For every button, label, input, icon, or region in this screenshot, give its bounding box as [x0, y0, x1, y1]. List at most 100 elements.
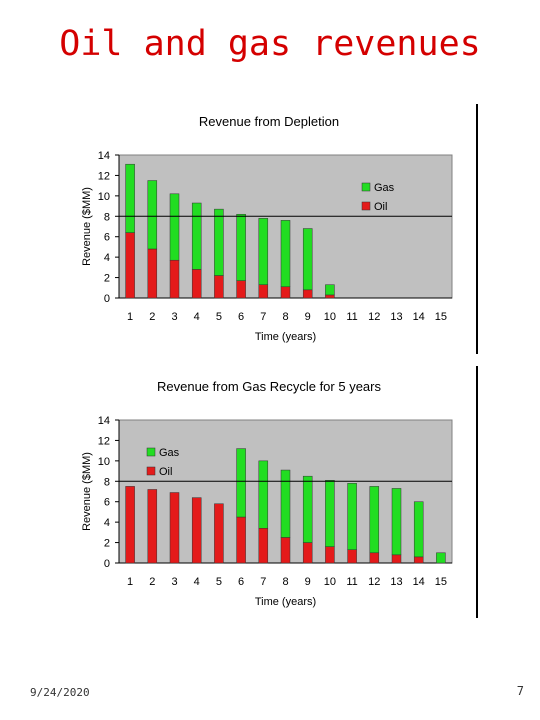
x-tick-label: 13: [390, 576, 402, 588]
x-tick-label: 8: [282, 576, 288, 588]
y-tick-label: 0: [104, 293, 110, 305]
bar-oil-year-5: [214, 503, 224, 564]
y-axis-label: Revenue ($MM): [81, 452, 93, 531]
bar-gas-year-10: [325, 480, 335, 547]
x-tick-label: 4: [194, 311, 200, 323]
bar-gas-year-6: [236, 448, 246, 518]
x-tick-label: 7: [260, 576, 266, 588]
bar-oil-year-1: [125, 486, 135, 564]
x-tick-label: 3: [171, 576, 177, 588]
bar-gas-year-14: [413, 501, 424, 558]
bar-gas-year-8: [280, 469, 291, 538]
x-tick-label: 7: [260, 311, 266, 323]
y-tick-label: 12: [98, 435, 110, 447]
bar-oil-year-9: [302, 289, 313, 299]
bar-gas-year-4: [191, 202, 202, 270]
bar-oil-year-11: [347, 549, 357, 564]
x-tick-label: 14: [413, 311, 425, 323]
bar-gas-year-10: [325, 284, 335, 296]
x-tick-label: 5: [216, 576, 222, 588]
legend-label-oil: Oil: [374, 201, 387, 213]
bar-oil-year-10: [325, 546, 335, 564]
bar-oil-year-6: [236, 516, 246, 564]
x-tick-label: 2: [149, 311, 155, 323]
bar-oil-year-5: [214, 275, 224, 299]
y-tick-label: 8: [104, 211, 110, 223]
bar-gas-year-9: [302, 228, 313, 291]
bar-oil-year-4: [191, 497, 202, 564]
bar-oil-year-14: [413, 556, 424, 564]
legend-swatch-gas: [146, 447, 156, 457]
bar-oil-year-3: [169, 492, 180, 564]
y-tick-label: 8: [104, 476, 110, 488]
bar-gas-year-2: [147, 180, 158, 250]
y-tick-label: 4: [104, 252, 110, 264]
divider-line-bottom: [476, 366, 478, 618]
legend-label-oil: Oil: [159, 466, 172, 478]
divider-line-top: [476, 104, 478, 354]
x-tick-label: 10: [324, 311, 336, 323]
y-tick-label: 6: [104, 232, 110, 244]
bar-gas-year-8: [280, 220, 291, 288]
y-tick-label: 14: [98, 150, 110, 162]
y-tick-label: 6: [104, 497, 110, 509]
x-tick-label: 1: [127, 311, 133, 323]
bar-oil-year-12: [369, 552, 380, 564]
x-tick-label: 4: [194, 576, 200, 588]
legend-swatch-oil: [146, 466, 156, 476]
footer-date: 9/24/2020: [30, 686, 90, 699]
bar-gas-year-1: [125, 163, 135, 233]
slide-title: Oil and gas revenues: [59, 24, 481, 64]
bar-oil-year-13: [391, 554, 402, 564]
x-tick-label: 15: [435, 576, 447, 588]
bar-oil-year-7: [258, 528, 269, 564]
x-tick-label: 5: [216, 311, 222, 323]
x-tick-label: 10: [324, 576, 336, 588]
chart-title: Revenue from Gas Recycle for 5 years: [157, 379, 381, 394]
y-tick-label: 0: [104, 558, 110, 570]
bar-oil-year-2: [147, 248, 158, 299]
x-tick-label: 13: [390, 311, 402, 323]
bar-oil-year-2: [147, 489, 158, 564]
y-tick-label: 2: [104, 538, 110, 550]
x-axis-label: Time (years): [255, 596, 316, 608]
y-tick-label: 2: [104, 273, 110, 285]
bar-oil-year-7: [258, 284, 269, 299]
bar-oil-year-6: [236, 280, 246, 299]
legend-swatch-oil: [361, 201, 371, 211]
x-tick-label: 1: [127, 576, 133, 588]
x-tick-label: 14: [413, 576, 425, 588]
bar-gas-year-11: [347, 483, 357, 550]
legend-label-gas: Gas: [374, 182, 395, 194]
x-tick-label: 11: [346, 311, 357, 323]
bar-gas-year-13: [391, 488, 402, 556]
bar-oil-year-3: [169, 259, 180, 299]
x-tick-label: 8: [282, 311, 288, 323]
x-tick-label: 12: [368, 311, 380, 323]
bar-gas-year-6: [236, 213, 246, 281]
bar-oil-year-1: [125, 232, 135, 299]
x-tick-label: 2: [149, 576, 155, 588]
bar-gas-year-15: [436, 552, 446, 564]
bar-oil-year-8: [280, 286, 291, 299]
bar-oil-year-4: [191, 269, 202, 299]
page-number: 7: [516, 684, 524, 698]
x-tick-label: 9: [305, 311, 311, 323]
y-tick-label: 12: [98, 170, 110, 182]
chart-title: Revenue from Depletion: [199, 114, 339, 129]
bar-gas-year-7: [258, 460, 269, 529]
x-tick-label: 11: [346, 576, 357, 588]
gas-recycle-revenue-chart: Revenue from Gas Recycle for 5 years 0 2 4 6…: [81, 379, 453, 608]
bar-gas-year-7: [258, 218, 269, 285]
bar-oil-year-8: [280, 537, 291, 564]
x-tick-label: 15: [435, 311, 447, 323]
y-tick-label: 14: [98, 415, 110, 427]
bar-gas-year-3: [169, 193, 180, 261]
bar-gas-year-9: [302, 475, 313, 543]
x-axis-label: Time (years): [255, 331, 316, 343]
y-tick-label: 4: [104, 517, 110, 529]
x-tick-label: 12: [368, 576, 380, 588]
x-tick-label: 3: [171, 311, 177, 323]
x-tick-label: 6: [238, 576, 244, 588]
legend-swatch-gas: [361, 182, 371, 192]
